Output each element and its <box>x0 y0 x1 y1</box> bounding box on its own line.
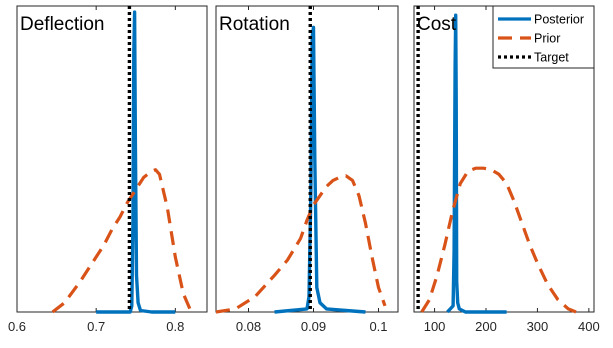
series-posterior-line <box>274 25 366 314</box>
series-posterior-line <box>96 10 176 314</box>
series-prior-line <box>420 166 577 314</box>
x-tick-label: 0.6 <box>8 319 26 334</box>
legend-label-posterior: Posterior <box>534 13 584 27</box>
x-tick-label: 0.09 <box>301 319 326 334</box>
panel-rotation: 0.08 0.09 0.1 Rotation <box>215 5 399 334</box>
x-tick-label: 0.1 <box>369 319 387 334</box>
series-posterior-line <box>446 13 507 314</box>
x-tick-label: 0.8 <box>166 319 184 334</box>
axes-box <box>215 5 399 313</box>
x-tick-label: 100 <box>424 319 446 334</box>
panel-title: Rotation <box>219 14 290 35</box>
x-tick-label: 200 <box>475 319 497 334</box>
legend-label-target: Target <box>534 51 569 65</box>
panel-title: Deflection <box>20 14 105 35</box>
panels: 0.6 0.7 0.8 Deflection 0.08 0.09 0.1 Rotation 10… <box>8 5 600 334</box>
legend-label-prior: Prior <box>534 32 560 46</box>
legend: Posterior Prior Target <box>492 5 595 69</box>
panel-deflection: 0.6 0.7 0.8 Deflection <box>8 5 208 334</box>
panel-title: Cost <box>417 14 457 35</box>
panel-cost: 100 200 300 400 Cost <box>413 5 600 334</box>
series-prior-line <box>215 174 387 314</box>
x-tick-label: 0.7 <box>87 319 105 334</box>
x-tick-label: 0.08 <box>236 319 261 334</box>
x-tick-label: 400 <box>578 319 600 334</box>
x-tick-label: 300 <box>527 319 549 334</box>
